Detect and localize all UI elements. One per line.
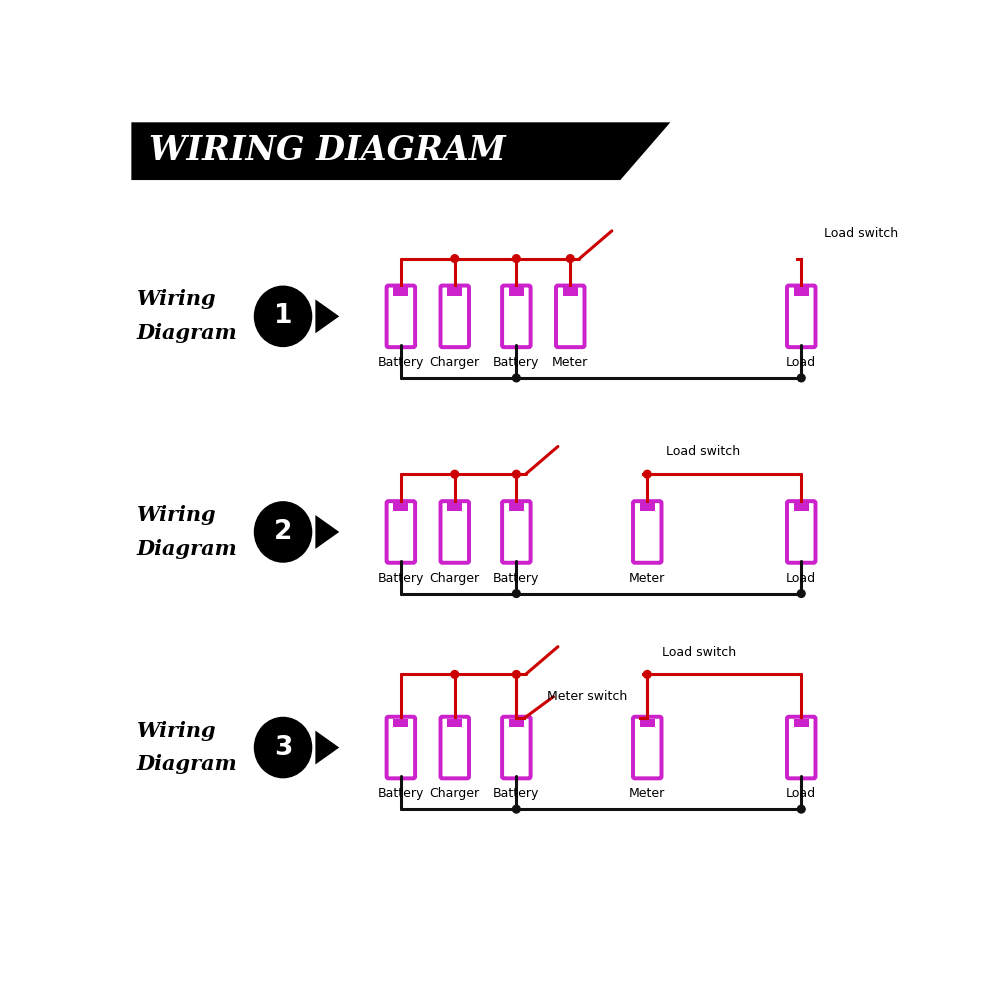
Bar xyxy=(393,287,408,296)
FancyBboxPatch shape xyxy=(502,286,531,347)
Ellipse shape xyxy=(254,717,312,778)
Text: Load switch: Load switch xyxy=(666,445,740,458)
Bar xyxy=(563,287,578,296)
Bar xyxy=(393,719,408,727)
Circle shape xyxy=(512,590,520,597)
Text: Meter: Meter xyxy=(629,572,665,585)
Circle shape xyxy=(512,255,520,262)
Bar xyxy=(393,503,408,511)
Bar xyxy=(794,287,809,296)
Text: WIRING DIAGRAM: WIRING DIAGRAM xyxy=(149,134,506,167)
Text: Battery: Battery xyxy=(493,787,540,800)
Text: Meter switch: Meter switch xyxy=(547,690,627,703)
FancyBboxPatch shape xyxy=(387,717,415,778)
FancyBboxPatch shape xyxy=(556,286,584,347)
FancyBboxPatch shape xyxy=(387,501,415,563)
Text: Meter: Meter xyxy=(552,356,588,369)
Ellipse shape xyxy=(254,501,312,563)
Circle shape xyxy=(566,255,574,262)
Text: Battery: Battery xyxy=(493,572,540,585)
Circle shape xyxy=(512,374,520,382)
Text: Wiring: Wiring xyxy=(137,289,216,309)
Circle shape xyxy=(512,470,520,478)
Text: Load: Load xyxy=(786,356,816,369)
Text: Load switch: Load switch xyxy=(662,646,736,659)
Circle shape xyxy=(451,671,459,678)
Text: 3: 3 xyxy=(274,735,292,761)
Text: Load: Load xyxy=(786,572,816,585)
Text: Charger: Charger xyxy=(430,787,480,800)
Bar xyxy=(447,287,462,296)
Circle shape xyxy=(643,470,651,478)
Ellipse shape xyxy=(254,286,312,347)
Text: Charger: Charger xyxy=(430,356,480,369)
Bar xyxy=(509,287,524,296)
Text: 1: 1 xyxy=(274,303,292,329)
Text: Diagram: Diagram xyxy=(137,539,237,559)
Text: Meter: Meter xyxy=(629,787,665,800)
Bar xyxy=(509,719,524,727)
Bar xyxy=(640,503,655,511)
Circle shape xyxy=(797,590,805,597)
Text: Wiring: Wiring xyxy=(137,505,216,525)
Circle shape xyxy=(512,805,520,813)
FancyBboxPatch shape xyxy=(787,286,815,347)
Circle shape xyxy=(451,470,459,478)
FancyBboxPatch shape xyxy=(387,286,415,347)
Circle shape xyxy=(797,374,805,382)
FancyBboxPatch shape xyxy=(787,717,815,778)
Text: Charger: Charger xyxy=(430,572,480,585)
Text: 2: 2 xyxy=(274,519,292,545)
Bar xyxy=(640,719,655,727)
Polygon shape xyxy=(315,731,339,764)
FancyBboxPatch shape xyxy=(502,717,531,778)
Text: Battery: Battery xyxy=(378,572,424,585)
Polygon shape xyxy=(315,299,339,333)
Bar xyxy=(794,719,809,727)
Circle shape xyxy=(643,671,651,678)
FancyBboxPatch shape xyxy=(787,501,815,563)
Polygon shape xyxy=(131,122,670,180)
Text: Battery: Battery xyxy=(378,356,424,369)
FancyBboxPatch shape xyxy=(633,717,661,778)
FancyBboxPatch shape xyxy=(633,501,661,563)
FancyBboxPatch shape xyxy=(441,717,469,778)
Text: Battery: Battery xyxy=(378,787,424,800)
Circle shape xyxy=(512,671,520,678)
Text: Diagram: Diagram xyxy=(137,754,237,774)
FancyBboxPatch shape xyxy=(502,501,531,563)
Polygon shape xyxy=(315,515,339,549)
Bar xyxy=(447,503,462,511)
Bar xyxy=(794,503,809,511)
Circle shape xyxy=(451,255,459,262)
Text: Wiring: Wiring xyxy=(137,721,216,741)
Text: Load: Load xyxy=(786,787,816,800)
Text: Diagram: Diagram xyxy=(137,323,237,343)
Bar xyxy=(447,719,462,727)
FancyBboxPatch shape xyxy=(441,286,469,347)
Bar xyxy=(509,503,524,511)
FancyBboxPatch shape xyxy=(441,501,469,563)
Text: Battery: Battery xyxy=(493,356,540,369)
Circle shape xyxy=(797,805,805,813)
Text: Load switch: Load switch xyxy=(824,227,898,240)
